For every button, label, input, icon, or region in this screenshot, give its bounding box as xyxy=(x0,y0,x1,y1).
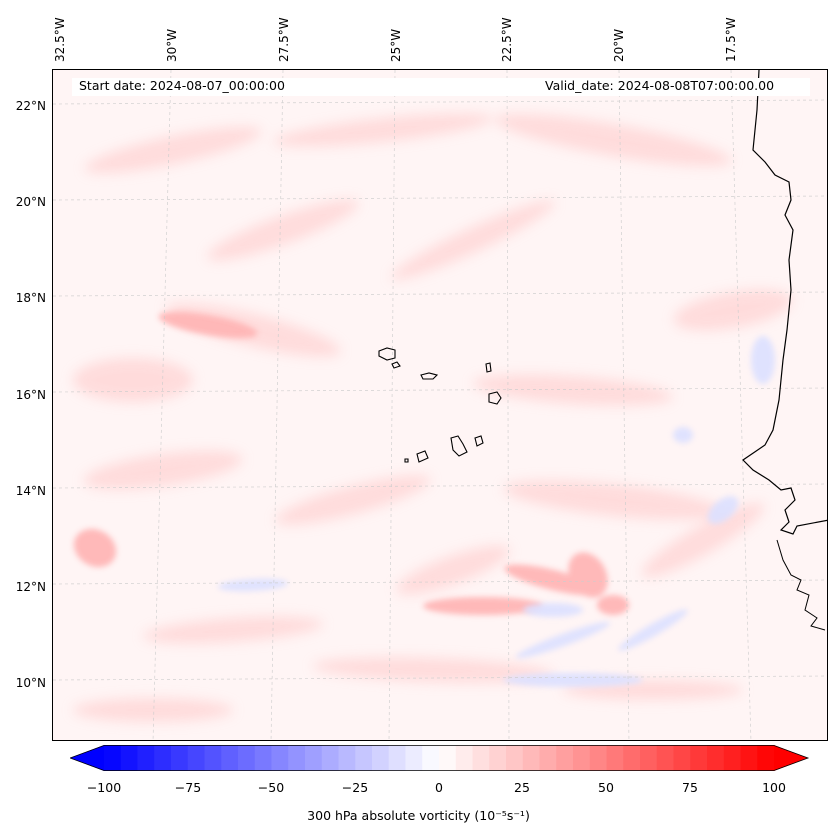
colorbar-segment xyxy=(723,745,741,771)
colorbar xyxy=(68,745,810,771)
colorbar-tick: −50 xyxy=(257,780,285,795)
lat-label-16n: 16°N xyxy=(15,388,46,402)
colorbar-segment xyxy=(221,745,239,771)
colorbar-segment xyxy=(271,745,289,771)
colorbar-gradient xyxy=(68,745,810,771)
colorbar-segment xyxy=(556,745,574,771)
colorbar-segment xyxy=(305,745,323,771)
colorbar-segment xyxy=(506,745,524,771)
colorbar-segment xyxy=(104,745,122,771)
colorbar-tick: −25 xyxy=(341,780,369,795)
lon-label-25w: 25°W xyxy=(389,28,403,62)
valid-date-label: Valid_date: 2024-08-08T07:00:00.00 xyxy=(545,78,775,93)
colorbar-segment xyxy=(321,745,339,771)
colorbar-outline xyxy=(68,745,810,771)
cape-verde-islands xyxy=(378,347,502,463)
colorbar-segment xyxy=(573,745,591,771)
colorbar-segment xyxy=(422,745,440,771)
colorbar-segment xyxy=(137,745,155,771)
colorbar-segment xyxy=(154,745,172,771)
colorbar-segment xyxy=(372,745,390,771)
colorbar-segment xyxy=(522,745,540,771)
colorbar-segment xyxy=(338,745,356,771)
colorbar-segment xyxy=(120,745,138,771)
colorbar-segment xyxy=(740,745,758,771)
lat-label-14n: 14°N xyxy=(15,484,46,498)
lon-label-17.5w: 17.5°W xyxy=(724,17,738,62)
colorbar-segment xyxy=(606,745,624,771)
colorbar-segment xyxy=(439,745,457,771)
colorbar-segment xyxy=(171,745,189,771)
lat-label-12n: 12°N xyxy=(15,580,46,594)
lon-label-27.5w: 27.5°W xyxy=(277,17,291,62)
lon-label-20w: 20°W xyxy=(612,28,626,62)
colorbar-segment xyxy=(238,745,256,771)
colorbar-segment xyxy=(623,745,641,771)
colorbar-segment xyxy=(405,745,423,771)
lat-label-20n: 20°N xyxy=(15,195,46,209)
header-band xyxy=(72,78,810,96)
map-panel xyxy=(52,69,828,741)
colorbar-segment xyxy=(204,745,222,771)
colorbar-segment xyxy=(673,745,691,771)
colorbar-segment xyxy=(589,745,607,771)
colorbar-segment xyxy=(472,745,490,771)
colorbar-tick: 75 xyxy=(682,780,698,795)
lon-label-32.5w: 32.5°W xyxy=(53,17,67,62)
colorbar-segment xyxy=(757,745,775,771)
start-date-label: Start date: 2024-08-07_00:00:00 xyxy=(79,78,285,93)
lat-label-18n: 18°N xyxy=(15,291,46,305)
colorbar-extend-min xyxy=(70,745,104,771)
colorbar-segment xyxy=(489,745,507,771)
lon-label-30w: 30°W xyxy=(165,28,179,62)
colorbar-segment xyxy=(187,745,205,771)
colorbar-tick: 25 xyxy=(514,780,530,795)
colorbar-segment xyxy=(690,745,708,771)
vorticity-field xyxy=(53,70,827,740)
colorbar-segment xyxy=(707,745,725,771)
colorbar-extend-max xyxy=(774,745,808,771)
lat-label-22n: 22°N xyxy=(15,99,46,113)
lon-label-22.5w: 22.5°W xyxy=(500,17,514,62)
colorbar-segment xyxy=(254,745,272,771)
colorbar-tick: −100 xyxy=(86,780,122,795)
colorbar-segment xyxy=(656,745,674,771)
africa-coastline xyxy=(742,70,827,535)
colorbar-segment xyxy=(539,745,557,771)
colorbar-segment xyxy=(288,745,306,771)
lat-label-10n: 10°N xyxy=(15,676,46,690)
colorbar-tick: 0 xyxy=(435,780,443,795)
colorbar-tick: 100 xyxy=(762,780,786,795)
colorbar-segment xyxy=(355,745,373,771)
colorbar-label: 300 hPa absolute vorticity (10⁻⁵s⁻¹) xyxy=(307,808,530,823)
colorbar-segment xyxy=(455,745,473,771)
colorbar-segment xyxy=(388,745,406,771)
colorbar-tick: 50 xyxy=(598,780,614,795)
colorbar-tick: −75 xyxy=(174,780,202,795)
colorbar-segment xyxy=(640,745,658,771)
